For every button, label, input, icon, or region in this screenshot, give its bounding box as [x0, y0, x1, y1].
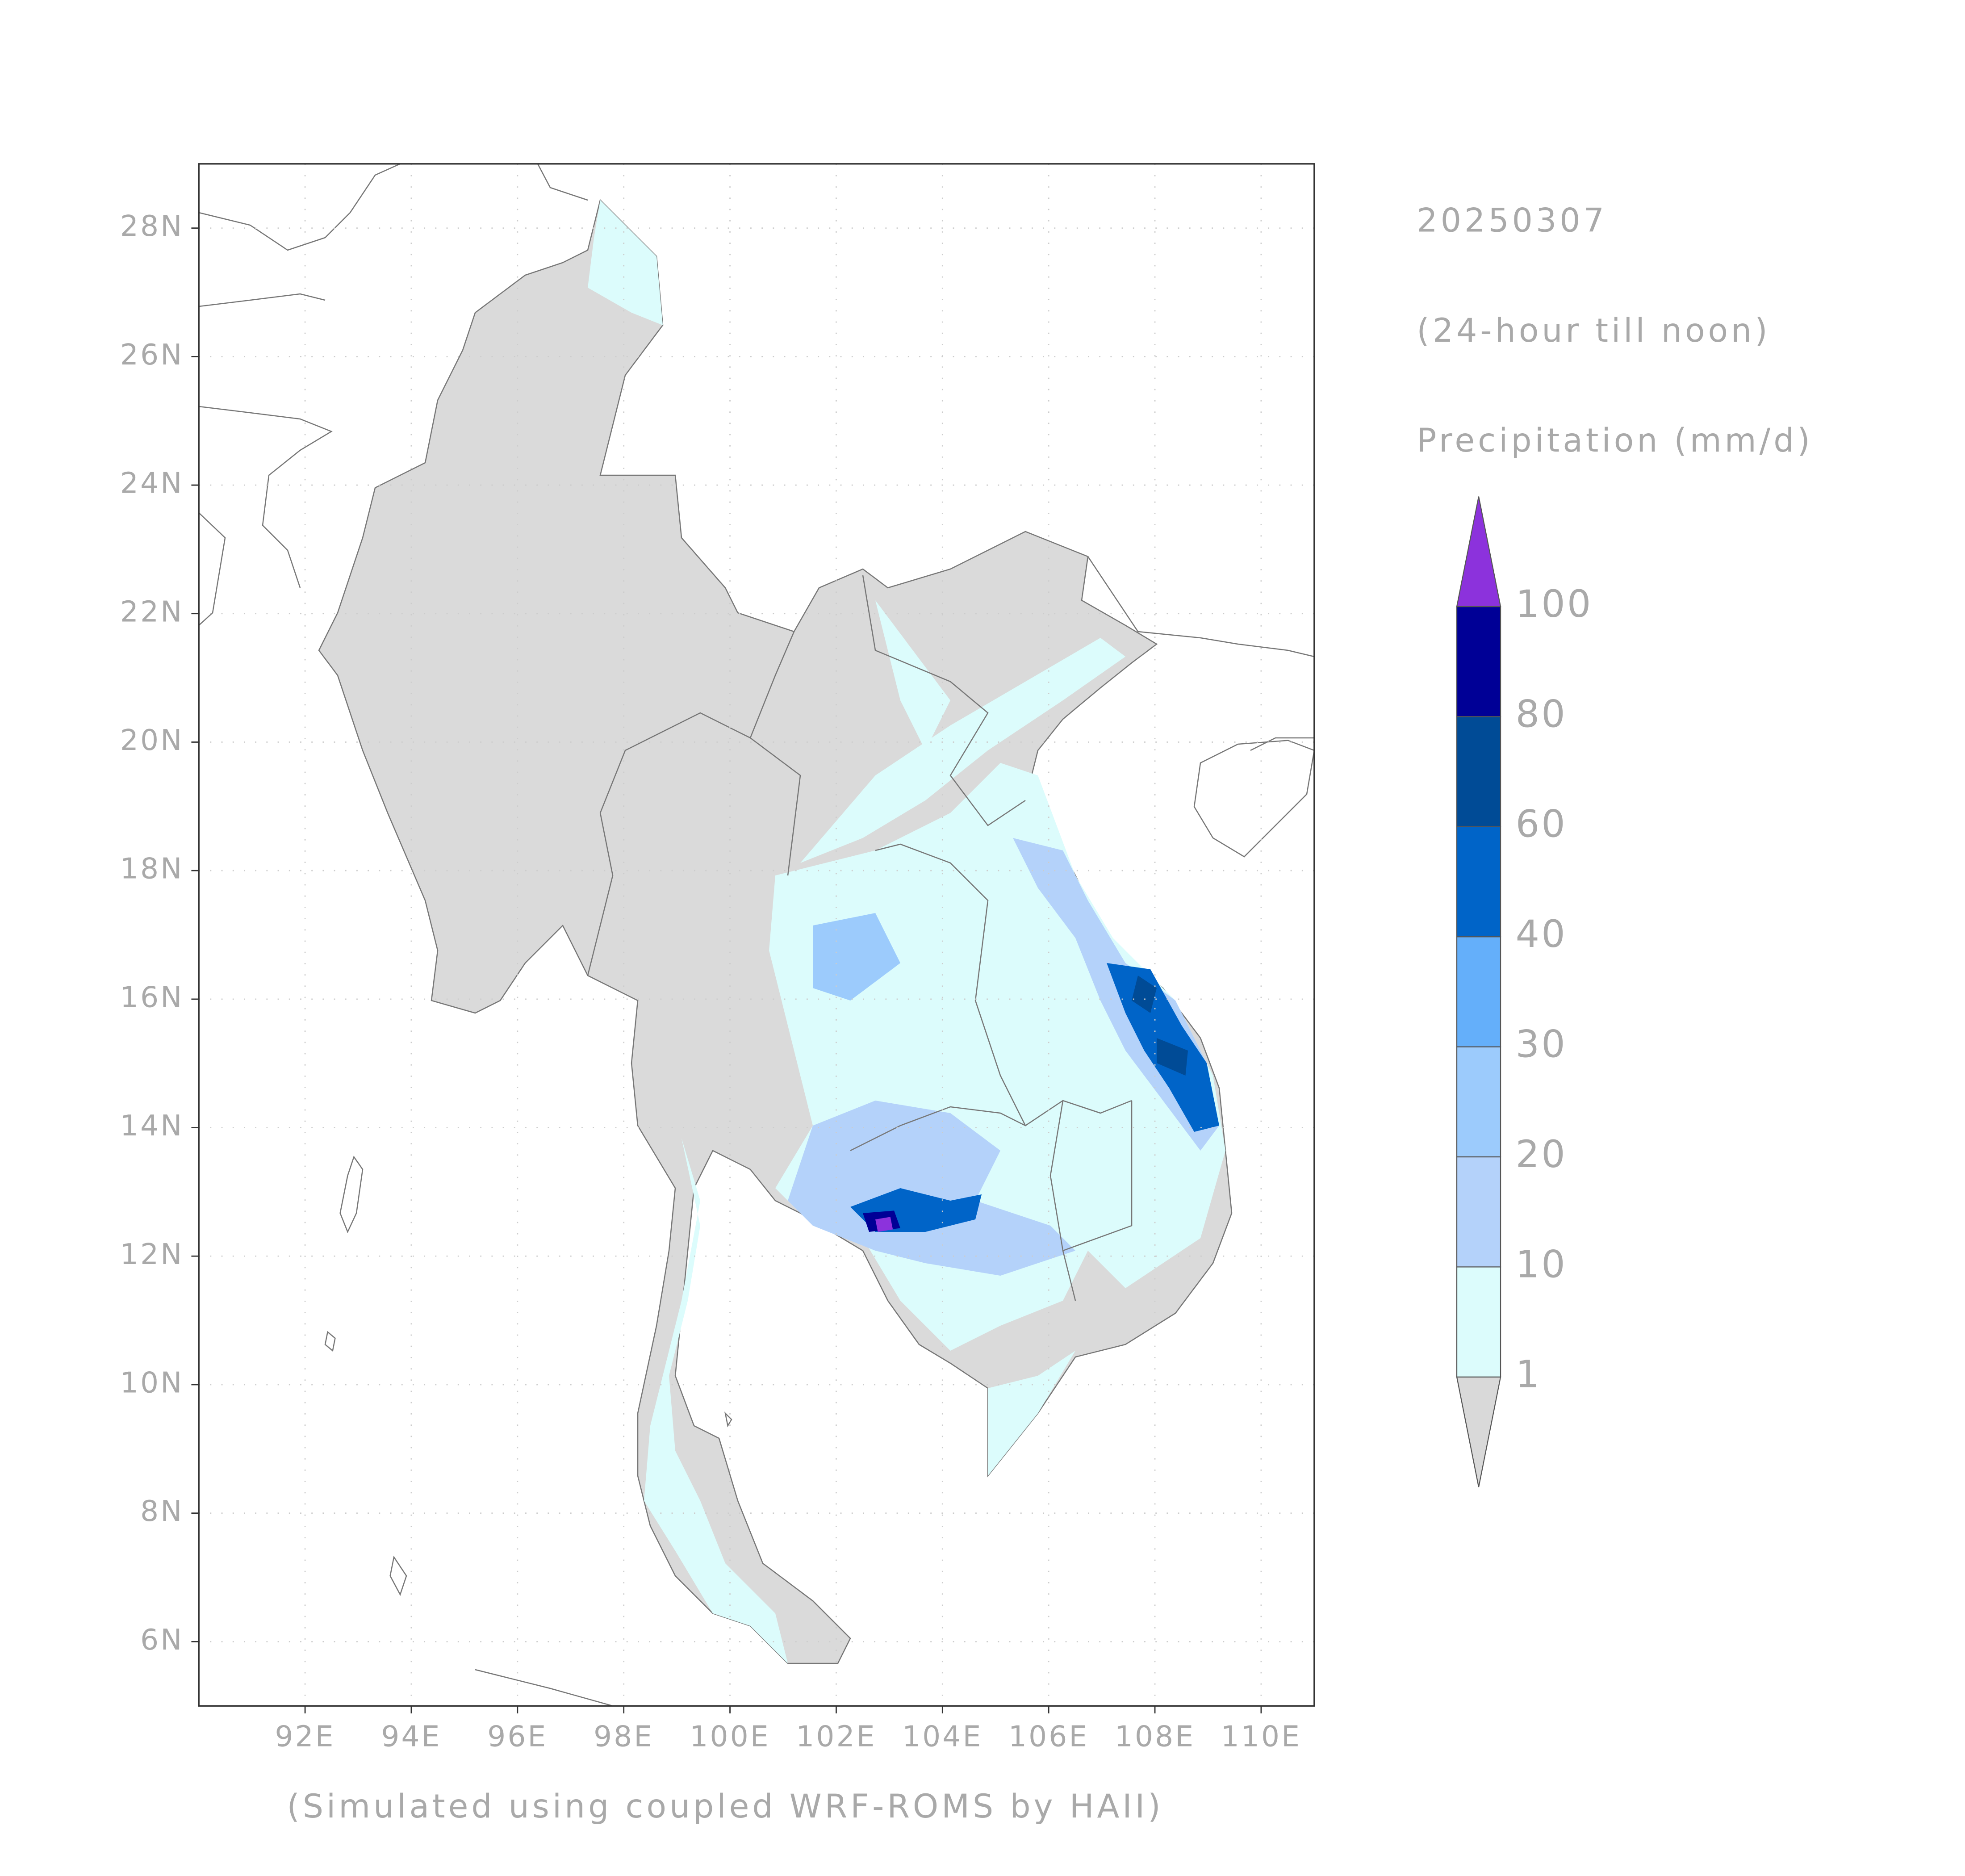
x-tick-label: 92E [275, 1720, 335, 1754]
rain-moderate [788, 1101, 1076, 1276]
coastline [199, 163, 1314, 751]
subtitle: (24-hour till noon) [1417, 312, 1770, 350]
colorbar-label: 100 [1516, 582, 1593, 626]
colorbar-label: 1 [1516, 1353, 1542, 1396]
colorbar-label: 30 [1516, 1022, 1567, 1066]
y-tick-label: 22N [120, 595, 184, 628]
x-tick-label: 96E [487, 1720, 548, 1754]
hainan [1193, 740, 1314, 858]
colorbar-label: 80 [1516, 692, 1567, 736]
y-tick-label: 24N [120, 467, 184, 500]
x-tick-label: 104E [902, 1720, 982, 1754]
x-tick-label: 110E [1221, 1720, 1301, 1754]
colorbar-bin [1456, 1156, 1501, 1268]
date: 20250307 [1417, 201, 1607, 239]
rain-light [644, 1138, 788, 1663]
ticks: 92E 94E 96E 98E 100E 102E 104E 106E 108E 110E 6N 8N… [120, 163, 1314, 1754]
islands [324, 1156, 732, 1706]
rain-moderate [813, 913, 901, 1001]
colorbar-bin [1456, 936, 1501, 1047]
colorbar: 1 10 20 30 40 60 80 100 [1456, 496, 1593, 1487]
colorbar-label: 20 [1516, 1132, 1567, 1176]
rain-heavy [1132, 976, 1157, 1013]
footer: (Simulated using coupled WRF-ROMS by HAI… [287, 1788, 1163, 1826]
colorbar-label: 10 [1516, 1242, 1567, 1286]
rain-light [588, 200, 663, 325]
x-tick-label: 102E [796, 1720, 876, 1754]
rain-extreme [875, 1217, 893, 1232]
colorbar-label: 60 [1516, 802, 1567, 846]
colorbar-label: 40 [1516, 912, 1567, 956]
colorbar-bin [1456, 1046, 1501, 1158]
x-tick-label: 98E [594, 1720, 654, 1754]
border [587, 575, 1133, 1301]
colorbar-under [1456, 1376, 1501, 1487]
y-tick-label: 18N [120, 852, 184, 886]
variable-label: Precipitation (mm/d) [1417, 422, 1813, 460]
map-frame [198, 163, 1315, 1707]
y-tick-label: 20N [120, 724, 184, 757]
map-layer [199, 163, 1314, 1706]
colorbar-bin [1456, 1266, 1501, 1378]
y-tick-label: 12N [120, 1238, 184, 1271]
y-tick-label: 16N [120, 980, 184, 1014]
colorbar-bin [1456, 716, 1501, 827]
y-tick-label: 26N [120, 338, 184, 372]
y-tick-label: 28N [120, 209, 184, 243]
x-tick-label: 106E [1008, 1720, 1089, 1754]
y-tick-label: 14N [120, 1109, 184, 1143]
x-tick-label: 94E [381, 1720, 441, 1754]
rain-light [988, 1351, 1076, 1476]
x-tick-label: 108E [1115, 1720, 1195, 1754]
colorbar-bin [1456, 826, 1501, 938]
colorbar-over [1456, 496, 1501, 607]
y-tick-label: 6N [140, 1623, 184, 1657]
rain-light [875, 600, 951, 750]
x-tick-label: 100E [690, 1720, 770, 1754]
colorbar-bin [1456, 606, 1501, 717]
rain-heavy [1157, 1038, 1188, 1076]
rain-light [800, 638, 1126, 863]
y-tick-label: 10N [120, 1366, 184, 1400]
y-tick-label: 8N [140, 1495, 184, 1528]
